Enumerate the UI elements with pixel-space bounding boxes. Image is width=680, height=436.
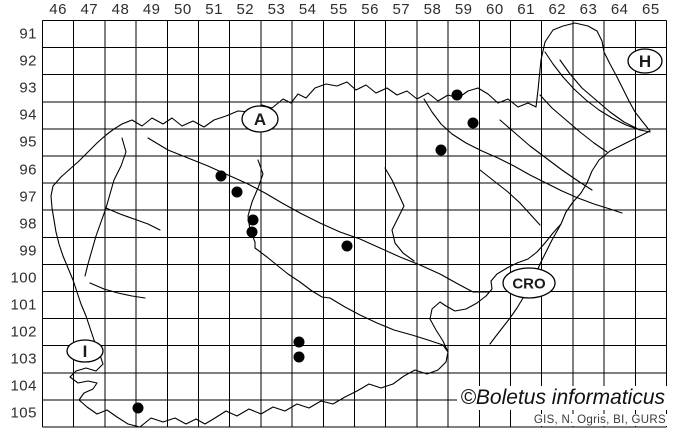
croatia-label-ellipse bbox=[502, 267, 556, 299]
row-label-95: 95 bbox=[19, 133, 37, 151]
hungary-label-ellipse bbox=[627, 48, 663, 74]
occurrence-dot-58/95 bbox=[435, 144, 447, 156]
col-label-58: 58 bbox=[423, 1, 442, 18]
occurrence-dot-52/98 bbox=[247, 214, 259, 226]
copyright-text: ©Boletus informaticus bbox=[457, 386, 668, 411]
occurrence-dot-54/103 bbox=[293, 351, 305, 363]
attribution: ©Boletus informaticus GIS, N. Ogris, BI,… bbox=[457, 386, 668, 428]
hungary-label-text: H bbox=[639, 52, 651, 71]
occurrence-dot-51/96 bbox=[215, 170, 227, 182]
river-ledava bbox=[559, 59, 639, 130]
col-label-53: 53 bbox=[267, 1, 286, 18]
occurrence-dot-59/94 bbox=[467, 117, 479, 129]
river-soca bbox=[84, 137, 127, 277]
row-label-105: 105 bbox=[10, 404, 37, 422]
austria-label-text: A bbox=[254, 110, 266, 129]
col-label-63: 63 bbox=[579, 1, 598, 18]
col-label-65: 65 bbox=[642, 1, 660, 18]
col-label-51: 51 bbox=[205, 1, 223, 18]
occurrence-dot-54/102 bbox=[293, 336, 305, 348]
river-krka bbox=[329, 297, 449, 353]
col-label-57: 57 bbox=[392, 1, 411, 18]
austria-label: A bbox=[241, 105, 279, 133]
hungary-label: H bbox=[627, 48, 663, 74]
col-label-64: 64 bbox=[610, 1, 629, 18]
occurrence-dot-49/105 bbox=[132, 402, 144, 414]
col-label-55: 55 bbox=[330, 1, 348, 18]
river-scavnica bbox=[539, 94, 608, 153]
row-label-101: 101 bbox=[10, 296, 37, 314]
country-labels: A H CRO I bbox=[66, 48, 663, 363]
row-label-102: 102 bbox=[10, 323, 37, 341]
row-label-94: 94 bbox=[19, 106, 37, 124]
col-label-47: 47 bbox=[80, 1, 99, 18]
row-label-99: 99 bbox=[19, 242, 37, 260]
river-savinja bbox=[384, 167, 415, 262]
col-label-54: 54 bbox=[298, 1, 317, 18]
row-label-103: 103 bbox=[10, 350, 37, 368]
river-mura bbox=[544, 51, 651, 133]
col-label-46: 46 bbox=[49, 1, 67, 18]
utm-grid bbox=[42, 20, 667, 428]
col-label-48: 48 bbox=[111, 1, 130, 18]
occurrence-dot-52/97 bbox=[231, 186, 243, 198]
croatia-label-text: CRO bbox=[512, 275, 546, 292]
geography-linework bbox=[50, 22, 651, 428]
row-label-100: 100 bbox=[10, 269, 37, 287]
row-label-92: 92 bbox=[19, 52, 37, 70]
col-label-49: 49 bbox=[142, 1, 161, 18]
occurrence-dot-52/98 bbox=[246, 226, 258, 238]
austria-label-ellipse bbox=[241, 105, 279, 133]
river-pesnica bbox=[499, 119, 593, 191]
col-label-56: 56 bbox=[361, 1, 379, 18]
col-label-52: 52 bbox=[236, 1, 255, 18]
river-vipava bbox=[89, 282, 146, 299]
italy-label-text: I bbox=[83, 342, 88, 361]
row-label-97: 97 bbox=[19, 188, 37, 206]
row-label-98: 98 bbox=[19, 215, 37, 233]
italy-label-ellipse bbox=[66, 339, 104, 363]
row-label-96: 96 bbox=[19, 161, 37, 179]
row-label-91: 91 bbox=[19, 25, 37, 43]
river-idrijca bbox=[105, 207, 161, 231]
river-sava bbox=[147, 137, 490, 293]
col-label-60: 60 bbox=[486, 1, 504, 18]
col-label-50: 50 bbox=[174, 1, 192, 18]
col-label-62: 62 bbox=[548, 1, 567, 18]
col-label-61: 61 bbox=[517, 1, 535, 18]
col-label-59: 59 bbox=[454, 1, 473, 18]
occurrence-dots bbox=[132, 89, 479, 414]
river-drava bbox=[423, 98, 623, 214]
occurrence-dot-55/99 bbox=[341, 240, 353, 252]
river-ljubljanica bbox=[254, 247, 331, 299]
river-kamniska-bistrica bbox=[247, 159, 264, 249]
sources-text: GIS, N. Ogris, BI, GURS bbox=[531, 414, 668, 427]
italy-label: I bbox=[66, 339, 104, 363]
croatia-label: CRO bbox=[502, 267, 556, 299]
row-label-104: 104 bbox=[10, 377, 37, 395]
row-label-93: 93 bbox=[19, 79, 37, 97]
river-dravinja bbox=[479, 169, 541, 226]
occurrence-dot-59/93 bbox=[451, 89, 463, 101]
